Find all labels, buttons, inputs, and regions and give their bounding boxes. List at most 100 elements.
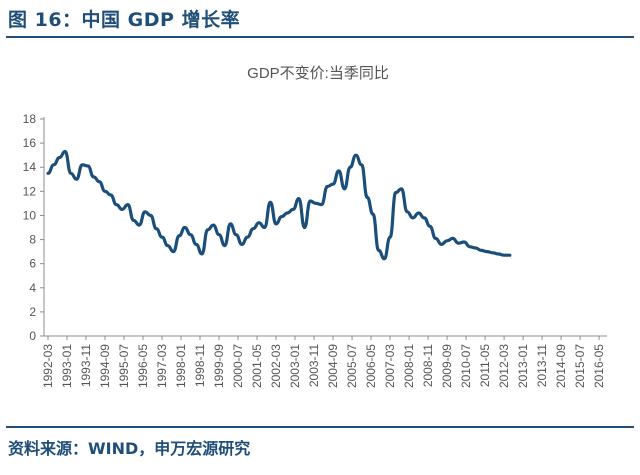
data-point [320, 203, 323, 206]
data-point [229, 223, 232, 225]
data-point [474, 247, 477, 249]
data-point [463, 241, 466, 243]
data-point [303, 226, 306, 229]
data-point [155, 227, 158, 230]
data-point [184, 226, 186, 229]
y-tick-label: 2 [29, 305, 36, 319]
figure-title: 图 16：中国 GDP 增长率 [8, 9, 241, 31]
x-tick-label: 2013-11 [535, 344, 549, 387]
data-point [429, 225, 431, 228]
data-point [172, 250, 175, 253]
x-tick-label: 1993-11 [79, 344, 93, 387]
data-point [149, 214, 152, 217]
data-point [280, 215, 283, 218]
x-tick-label: 1999-09 [212, 344, 226, 388]
data-point [218, 233, 220, 236]
data-point [189, 233, 192, 236]
data-point [343, 188, 346, 190]
data-point [206, 229, 209, 231]
x-tick-label: 1997-03 [155, 344, 169, 388]
x-tick-label: 1993-01 [60, 344, 74, 388]
data-point [355, 154, 357, 156]
data-point [138, 224, 140, 226]
y-tick-label: 18 [23, 112, 37, 126]
data-point [127, 203, 129, 206]
data-point [383, 258, 386, 260]
data-point [132, 219, 135, 222]
data-point [115, 203, 118, 206]
data-point [87, 165, 89, 167]
y-tick-label: 10 [23, 208, 37, 222]
data-point [286, 212, 289, 214]
chart-title: GDP不变价:当季同比 [247, 65, 389, 82]
data-point [315, 202, 317, 205]
data-point [64, 150, 66, 153]
x-tick-label: 2016-05 [592, 344, 606, 388]
x-tick-label: 2003-01 [288, 344, 302, 388]
y-axis-ticks: 0 2 4 6 8 10 12 14 16 18 [23, 112, 44, 343]
data-point [412, 217, 414, 219]
x-axis-ticks: 1992-03 1993-01 1993-11 1994-09 1995-07 1996-… [41, 336, 606, 388]
data-point [258, 221, 260, 224]
x-tick-label: 2002-03 [269, 344, 283, 388]
x-tick-label: 2003-11 [307, 344, 321, 387]
data-point [406, 211, 409, 213]
data-point [423, 217, 426, 219]
data-point [195, 243, 197, 246]
y-tick-label: 4 [29, 281, 36, 295]
data-point [246, 236, 249, 238]
data-point [389, 236, 391, 238]
top-rule [6, 36, 634, 38]
data-point [326, 185, 329, 188]
data-point [104, 190, 106, 193]
data-point [201, 253, 203, 255]
y-tick-label: 0 [29, 329, 36, 343]
data-point [98, 180, 101, 183]
data-point [366, 196, 369, 199]
chart-axes [43, 117, 607, 337]
x-tick-label: 2001-05 [250, 344, 264, 388]
data-point [434, 237, 437, 240]
x-tick-label: 2014-09 [554, 344, 568, 388]
data-point [486, 250, 488, 253]
x-tick-label: 2015-07 [573, 344, 587, 388]
data-point [497, 253, 500, 255]
data-point [47, 172, 49, 175]
series-line-gdp-growth [46, 149, 512, 261]
data-point [275, 223, 277, 225]
data-point [269, 201, 272, 203]
x-tick-label: 2012-03 [497, 344, 511, 388]
data-point [92, 176, 95, 178]
x-tick-label: 2008-01 [402, 344, 416, 388]
data-point [400, 188, 403, 190]
data-point [263, 226, 266, 229]
data-point [178, 235, 180, 237]
data-point [75, 178, 78, 181]
x-tick-label: 1995-07 [117, 344, 131, 388]
data-point [446, 240, 448, 242]
x-tick-label: 2006-05 [364, 344, 378, 388]
data-point [298, 197, 300, 200]
data-point [377, 249, 380, 252]
data-point [166, 244, 169, 247]
data-point [161, 236, 163, 238]
data-point [417, 212, 420, 214]
data-point [491, 252, 494, 254]
data-point [360, 164, 363, 166]
x-tick-label: 2008-11 [421, 344, 435, 387]
x-tick-label: 1992-03 [41, 344, 55, 388]
y-tick-label: 14 [23, 160, 37, 174]
source-note: 资料来源：WIND，申万宏源研究 [8, 439, 251, 458]
x-tick-label: 2005-07 [345, 344, 359, 388]
data-point [292, 208, 294, 211]
data-point [252, 227, 254, 230]
x-tick-label: 2009-09 [440, 344, 454, 388]
data-point [144, 211, 146, 213]
x-tick-label: 2010-07 [459, 344, 473, 388]
y-tick-label: 8 [29, 233, 36, 247]
data-point [223, 244, 226, 247]
data-point [212, 224, 215, 226]
bottom-rule [6, 426, 634, 428]
data-point [457, 242, 460, 244]
